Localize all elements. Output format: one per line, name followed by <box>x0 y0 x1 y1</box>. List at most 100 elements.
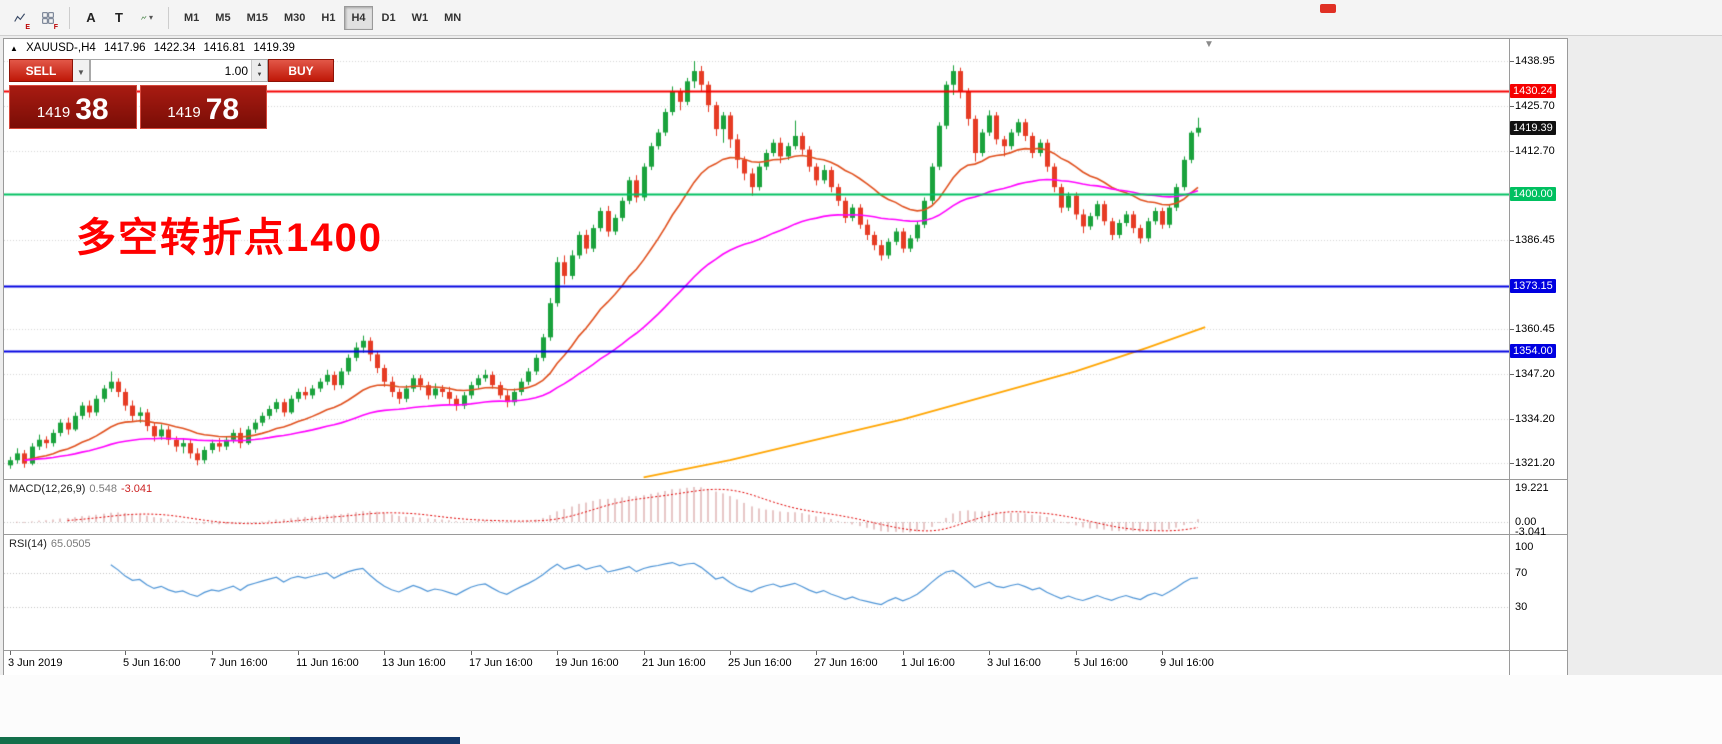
time-axis-label: 21 Jun 16:00 <box>642 657 706 669</box>
rsi-value: 65.0505 <box>50 538 91 550</box>
time-axis[interactable]: 3 Jun 2019 5 Jun 16:00 7 Jun 16:00 11 Jun 1… <box>4 651 1509 675</box>
axis-tick-mark <box>1510 61 1514 62</box>
timeframe-H4[interactable]: H4 <box>344 5 373 30</box>
level-price-badge: 1430.24 <box>1510 83 1556 98</box>
symbol-title: XAUUSD-,H4 <box>26 42 96 54</box>
timeframe-D1[interactable]: D1 <box>375 6 403 30</box>
sell-price-pips: 38 <box>75 93 109 126</box>
price-tick-label: 1425.70 <box>1515 100 1555 113</box>
time-axis-label: 11 Jun 16:00 <box>296 657 359 669</box>
trade-panel-prices: 1419 38 1419 78 <box>9 85 267 129</box>
rsi-name: RSI(14) <box>9 538 47 550</box>
time-tick-mark <box>212 651 213 655</box>
price-tick-label: 1438.95 <box>1515 55 1555 68</box>
macd-indicator-label: MACD(12,26,9) 0.548 -3.041 <box>9 483 152 495</box>
time-axis-label: 17 Jun 16:00 <box>469 657 533 669</box>
red-marker-icon <box>1320 4 1336 13</box>
bottom-strip <box>0 737 1722 744</box>
macd-axis-label: -3.041 <box>1515 525 1547 538</box>
timeframe-W1[interactable]: W1 <box>405 6 436 30</box>
expand-arrow-icon[interactable]: ▲ <box>10 44 18 53</box>
volume-input[interactable] <box>91 60 251 81</box>
level-price-badge: 1373.15 <box>1510 278 1556 293</box>
buy-price-pips: 78 <box>205 93 240 126</box>
axis-tick-mark <box>1510 374 1514 375</box>
axis-tick-mark <box>1510 419 1514 420</box>
indicator-glyph <box>14 12 26 22</box>
rsi-canvas[interactable] <box>4 535 1509 650</box>
timeframe-H1[interactable]: H1 <box>314 6 342 30</box>
pane-separator[interactable] <box>4 479 1567 480</box>
volume-spinner: ▲ ▼ <box>251 60 267 81</box>
timeframe-M30[interactable]: M30 <box>277 6 312 30</box>
time-axis-label: 9 Jul 16:00 <box>1160 657 1214 669</box>
rsi-axis-label: 30 <box>1515 601 1528 614</box>
buy-button[interactable]: BUY <box>268 59 334 82</box>
price-tick-label: 1334.20 <box>1515 412 1555 425</box>
timeframe-M5[interactable]: M5 <box>208 6 237 30</box>
sell-button[interactable]: SELL <box>9 59 73 82</box>
chart-window: ▲ XAUUSD-,H4 1417.96 1422.34 1416.81 141… <box>3 38 1568 676</box>
time-tick-mark <box>10 651 11 655</box>
axis-separator <box>1509 39 1510 675</box>
price-tick-label: 1412.70 <box>1515 144 1555 157</box>
volume-decrease-button[interactable]: ▼ <box>252 70 267 81</box>
pane-separator[interactable] <box>4 650 1567 651</box>
high-value: 1422.34 <box>153 42 196 54</box>
indicators-icon[interactable]: E <box>7 5 33 31</box>
bottom-strip-segment <box>290 737 460 744</box>
volume-increase-button[interactable]: ▲ <box>252 60 267 71</box>
chart-toolbar: E F A T ▾ M1 M5 M15 M30 H1 H4 D1 W1 MN <box>0 0 1722 36</box>
macd-axis-label: 19.221 <box>1515 482 1549 494</box>
price-tick-label: 1386.45 <box>1515 234 1555 247</box>
chevron-down-icon: ▾ <box>148 13 153 22</box>
grid-glyph <box>42 11 54 24</box>
open-value: 1417.96 <box>103 42 146 54</box>
time-axis-label: 1 Jul 16:00 <box>901 657 955 669</box>
price-axis[interactable]: 1438.95 1425.70 1412.70 1386.45 1360.45 1347.… <box>1510 39 1567 675</box>
lower-blank-area <box>0 675 1722 737</box>
volume-dropdown-button[interactable]: ▼ <box>73 59 90 82</box>
indicator-sub-letter: E <box>25 23 30 31</box>
axis-tick-mark <box>1510 329 1514 330</box>
timeframe-MN[interactable]: MN <box>437 6 468 30</box>
scroll-to-end-icon[interactable]: ▼ <box>1204 39 1214 50</box>
sell-price-main: 1419 <box>36 104 71 121</box>
level-price-badge: 1354.00 <box>1510 343 1556 358</box>
text-tool-icon[interactable]: T <box>106 5 132 31</box>
timeframe-M1[interactable]: M1 <box>177 6 206 30</box>
time-tick-mark <box>125 651 126 655</box>
toolbar-separator <box>69 6 70 29</box>
line-studies-icon[interactable]: ▾ <box>134 5 160 31</box>
time-axis-label: 13 Jun 16:00 <box>382 657 446 669</box>
time-axis-label: 27 Jun 16:00 <box>814 657 878 669</box>
time-tick-mark <box>1162 651 1163 655</box>
level-price-badge: 1400.00 <box>1510 186 1556 201</box>
bottom-strip-segment <box>0 737 290 744</box>
current-price-badge: 1419.39 <box>1510 120 1556 135</box>
low-value: 1416.81 <box>203 42 246 54</box>
time-tick-mark <box>644 651 645 655</box>
one-click-trading-panel: SELL ▼ ▲ ▼ BUY 1419 38 <box>9 59 334 129</box>
time-axis-label: 5 Jul 16:00 <box>1074 657 1128 669</box>
timeframe-M15[interactable]: M15 <box>240 6 275 30</box>
axis-tick-mark <box>1510 463 1514 464</box>
macd-main-value: 0.548 <box>89 483 117 495</box>
price-tick-label: 1347.20 <box>1515 368 1555 381</box>
buy-price-display[interactable]: 1419 78 <box>139 85 267 129</box>
arrow-tool-icon[interactable]: A <box>78 5 104 31</box>
axis-tick-mark <box>1510 106 1514 107</box>
time-tick-mark <box>557 651 558 655</box>
price-tick-label: 1360.45 <box>1515 322 1555 335</box>
time-axis-label: 3 Jun 2019 <box>8 657 63 669</box>
macd-canvas[interactable] <box>4 480 1509 534</box>
time-axis-label: 5 Jun 16:00 <box>123 657 181 669</box>
objects-grid-icon[interactable]: F <box>35 5 61 31</box>
sell-price-display[interactable]: 1419 38 <box>9 85 137 129</box>
pane-separator[interactable] <box>4 534 1567 535</box>
rsi-indicator-label: RSI(14) 65.0505 <box>9 538 91 550</box>
time-axis-label: 19 Jun 16:00 <box>555 657 619 669</box>
timeframes-toolbar: M1 M5 M15 M30 H1 H4 D1 W1 MN <box>176 5 469 30</box>
rsi-axis-label: 100 <box>1515 541 1534 553</box>
